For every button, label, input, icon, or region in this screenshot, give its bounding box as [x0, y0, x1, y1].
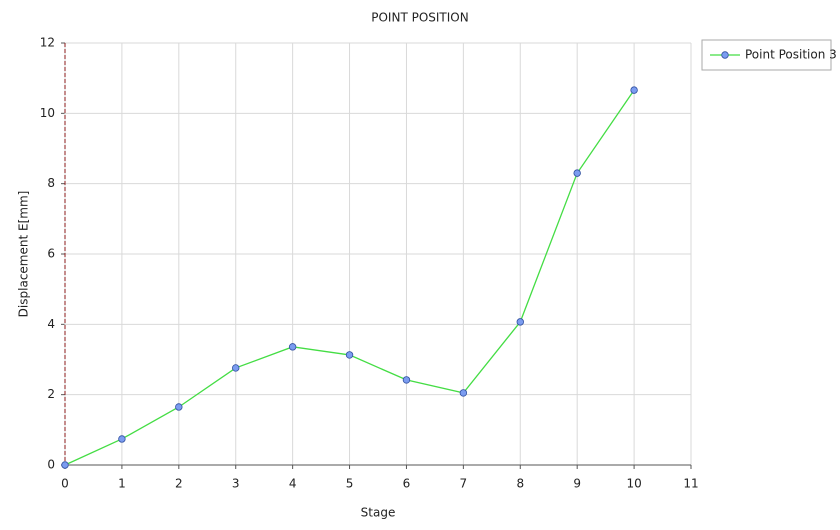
y-tick-label: 4: [47, 317, 55, 331]
y-tick-label: 8: [47, 176, 55, 190]
x-tick-label: 7: [460, 477, 468, 491]
y-tick-label: 10: [40, 106, 55, 120]
y-tick-label: 12: [40, 36, 55, 50]
y-tick-label: 0: [47, 458, 55, 472]
data-point: [345, 351, 354, 359]
data-point: [573, 169, 581, 177]
x-tick-label: 1: [118, 477, 126, 491]
x-tick-label: 0: [61, 477, 69, 491]
chart-title: POINT POSITION: [371, 11, 468, 25]
x-tick-label: 3: [232, 477, 240, 491]
data-point: [118, 435, 126, 443]
y-axis-label: Displacement E[mm]: [17, 191, 31, 318]
data-point: [232, 364, 240, 372]
data-point: [288, 343, 297, 351]
x-tick-label: 6: [403, 477, 411, 491]
data-point: [459, 389, 468, 397]
x-axis-label: Stage: [361, 506, 396, 520]
x-tick-label: 2: [175, 477, 183, 491]
data-point: [61, 461, 69, 469]
legend-marker: [721, 51, 729, 59]
y-tick-label: 6: [47, 247, 55, 261]
x-tick-label: 11: [683, 477, 698, 491]
data-point: [175, 403, 183, 411]
y-tick-label: 2: [47, 387, 55, 401]
x-tick-label: 10: [626, 477, 641, 491]
x-tick-label: 9: [573, 477, 581, 491]
x-tick-label: 8: [516, 477, 524, 491]
x-tick-label: 4: [289, 477, 297, 491]
data-point: [402, 376, 411, 384]
x-tick-label: 5: [346, 477, 354, 491]
data-point: [516, 318, 524, 326]
data-point: [630, 86, 638, 94]
legend-label: Point Position 3: [745, 48, 837, 62]
